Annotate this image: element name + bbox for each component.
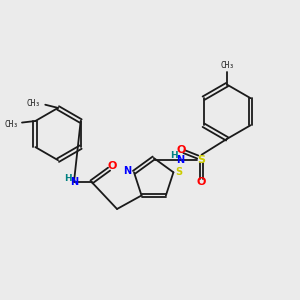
Text: H: H <box>64 174 72 183</box>
Text: H: H <box>170 151 178 160</box>
Text: O: O <box>176 145 185 155</box>
Text: O: O <box>108 161 117 171</box>
Text: CH₃: CH₃ <box>27 99 40 108</box>
Text: N: N <box>124 166 132 176</box>
Text: CH₃: CH₃ <box>220 61 234 70</box>
Text: N: N <box>176 154 184 165</box>
Text: S: S <box>175 167 182 177</box>
Text: CH₃: CH₃ <box>4 120 18 129</box>
Text: S: S <box>197 154 206 165</box>
Text: N: N <box>70 177 78 187</box>
Text: O: O <box>197 177 206 187</box>
